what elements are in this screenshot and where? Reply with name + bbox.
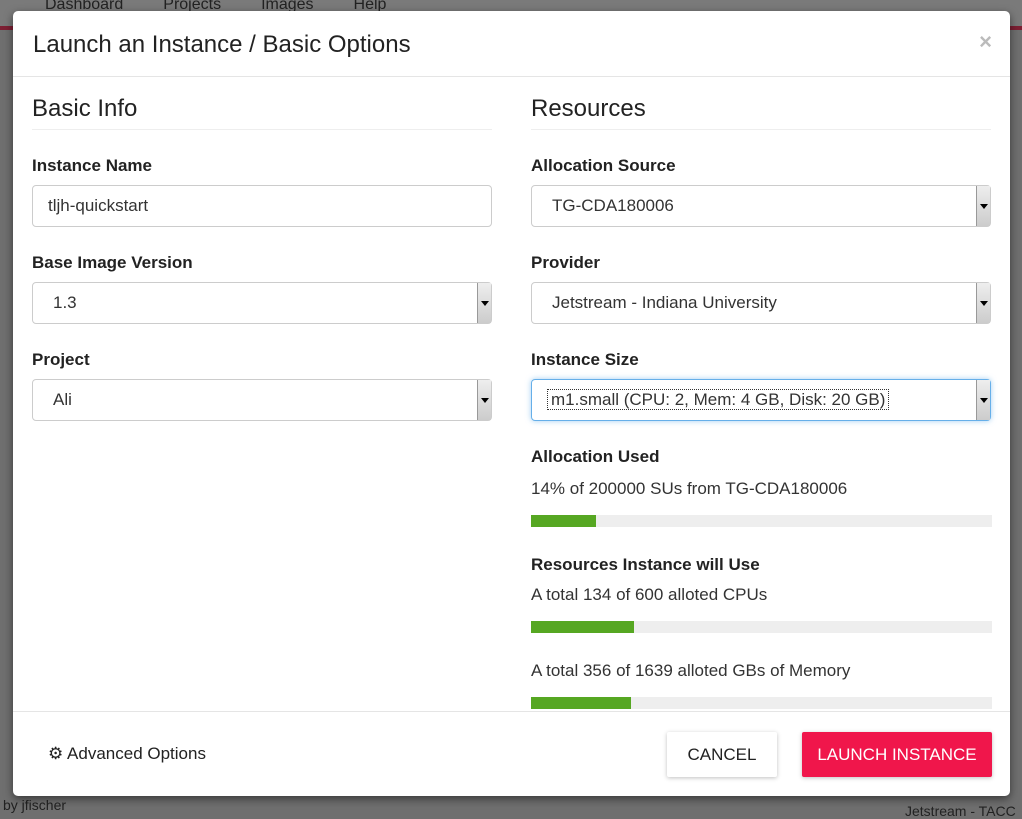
progress-fill bbox=[531, 515, 596, 527]
allocation-used-label: Allocation Used bbox=[531, 447, 660, 466]
allocation-source-select[interactable]: TG-CDA180006 bbox=[531, 185, 991, 227]
modal-header: Launch an Instance / Basic Options × bbox=[13, 11, 1010, 77]
launch-modal: Launch an Instance / Basic Options × Bas… bbox=[13, 11, 1010, 796]
bg-provider: Jetstream - TACC bbox=[905, 803, 1016, 819]
dropdown-arrow-icon[interactable] bbox=[976, 283, 990, 323]
nav-projects: Projects bbox=[163, 0, 222, 13]
instance-size-select[interactable]: m1.small (CPU: 2, Mem: 4 GB, Disk: 20 GB… bbox=[531, 379, 991, 421]
progress-fill bbox=[531, 621, 634, 633]
progress-fill bbox=[531, 697, 632, 709]
cpu-progress-bar bbox=[531, 621, 992, 633]
advanced-options-label: Advanced Options bbox=[67, 744, 206, 763]
advanced-options-link[interactable]: ⚙ Advanced Options bbox=[48, 744, 206, 764]
dropdown-arrow-icon[interactable] bbox=[477, 380, 491, 420]
project-label: Project bbox=[32, 350, 90, 369]
select-value: TG-CDA180006 bbox=[552, 196, 674, 215]
dropdown-arrow-icon[interactable] bbox=[976, 186, 990, 226]
base-image-version-label: Base Image Version bbox=[32, 253, 193, 272]
select-value: m1.small (CPU: 2, Mem: 4 GB, Disk: 20 GB… bbox=[546, 389, 890, 410]
provider-select[interactable]: Jetstream - Indiana University bbox=[531, 282, 991, 324]
modal-title: Launch an Instance / Basic Options bbox=[33, 31, 411, 58]
basic-info-section: Basic Info Instance Name tljh-quickstart… bbox=[32, 95, 492, 421]
nav-dashboard: Dashboard bbox=[45, 0, 124, 13]
close-icon[interactable]: × bbox=[979, 29, 992, 54]
modal-footer: ⚙ Advanced Options CANCEL LAUNCH INSTANC… bbox=[13, 711, 1010, 796]
select-value: Ali bbox=[53, 390, 72, 409]
instance-name-input[interactable]: tljh-quickstart bbox=[32, 185, 492, 227]
select-value: Jetstream - Indiana University bbox=[552, 293, 777, 312]
provider-label: Provider bbox=[531, 253, 600, 272]
memory-usage-text: A total 356 of 1639 alloted GBs of Memor… bbox=[531, 661, 851, 680]
cpu-usage-text: A total 134 of 600 alloted CPUs bbox=[531, 585, 768, 604]
select-value: 1.3 bbox=[53, 293, 77, 312]
gear-icon: ⚙ bbox=[48, 744, 64, 763]
nav-help: Help bbox=[353, 0, 387, 13]
bg-author: by jfischer bbox=[3, 797, 67, 813]
project-select[interactable]: Ali bbox=[32, 379, 492, 421]
instance-will-use-label: Resources Instance will Use bbox=[531, 555, 760, 574]
allocation-progress-bar bbox=[531, 515, 992, 527]
launch-instance-button[interactable]: LAUNCH INSTANCE bbox=[802, 732, 992, 777]
allocation-used-text: 14% of 200000 SUs from TG-CDA180006 bbox=[531, 479, 848, 498]
base-image-version-select[interactable]: 1.3 bbox=[32, 282, 492, 324]
allocation-source-label: Allocation Source bbox=[531, 156, 676, 175]
dropdown-arrow-icon[interactable] bbox=[976, 380, 990, 420]
cancel-button[interactable]: CANCEL bbox=[667, 732, 777, 777]
dropdown-arrow-icon[interactable] bbox=[477, 283, 491, 323]
basic-info-heading: Basic Info bbox=[32, 95, 492, 130]
nav-images: Images bbox=[261, 0, 314, 13]
resources-heading: Resources bbox=[531, 95, 991, 130]
memory-progress-bar bbox=[531, 697, 992, 709]
resources-section: Resources Allocation Source TG-CDA180006… bbox=[531, 95, 992, 709]
instance-size-label: Instance Size bbox=[531, 350, 639, 369]
instance-name-label: Instance Name bbox=[32, 156, 152, 175]
